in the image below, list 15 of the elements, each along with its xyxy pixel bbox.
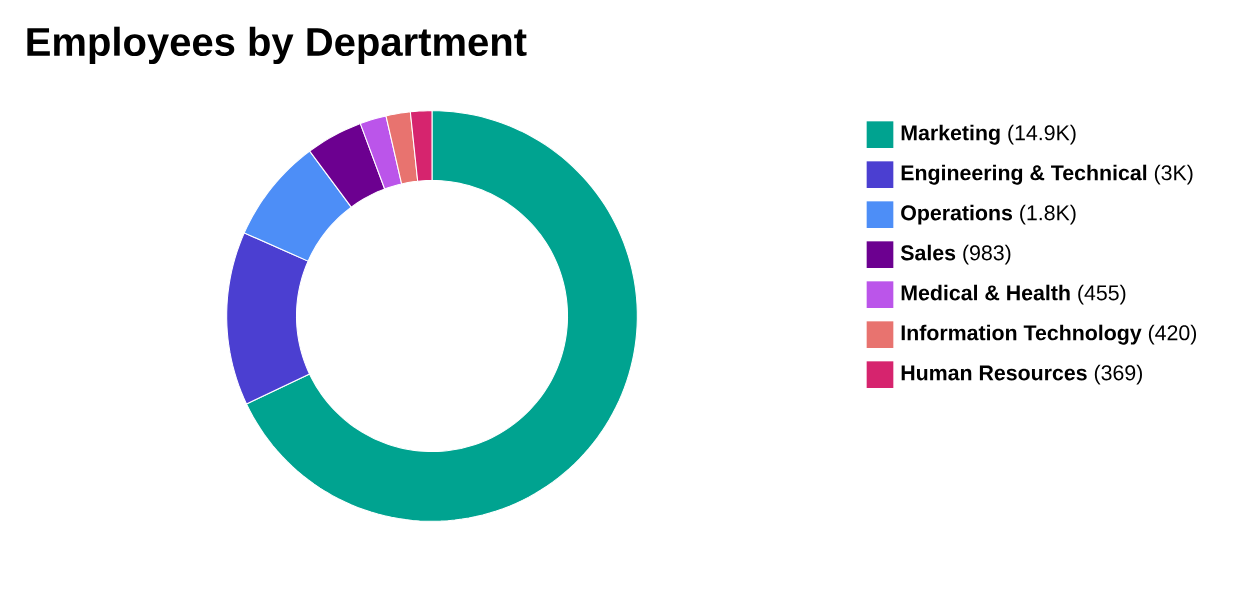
data-label: (455): [1078, 284, 1126, 305]
legend-label: Human Resources: [901, 365, 1087, 381]
data-label: (14.9K): [1008, 124, 1076, 145]
legend-label: Information Technology: [901, 324, 1142, 345]
legend-label: Medical & Health: [901, 284, 1070, 301]
legend-label: Sales: [900, 244, 956, 261]
legend-label: Operations: [901, 204, 1013, 225]
legend-label: Marketing: [901, 124, 1000, 145]
data-label: (3K): [1154, 164, 1193, 185]
data-label: (1.8K): [1020, 204, 1076, 225]
data-label: (983): [963, 244, 1011, 265]
data-label: (420): [1148, 324, 1197, 345]
legend-label: Engineering & Technical: [901, 164, 1147, 185]
data-label: (369): [1094, 364, 1142, 385]
chart-title: Employees by Department: [27, 26, 527, 64]
